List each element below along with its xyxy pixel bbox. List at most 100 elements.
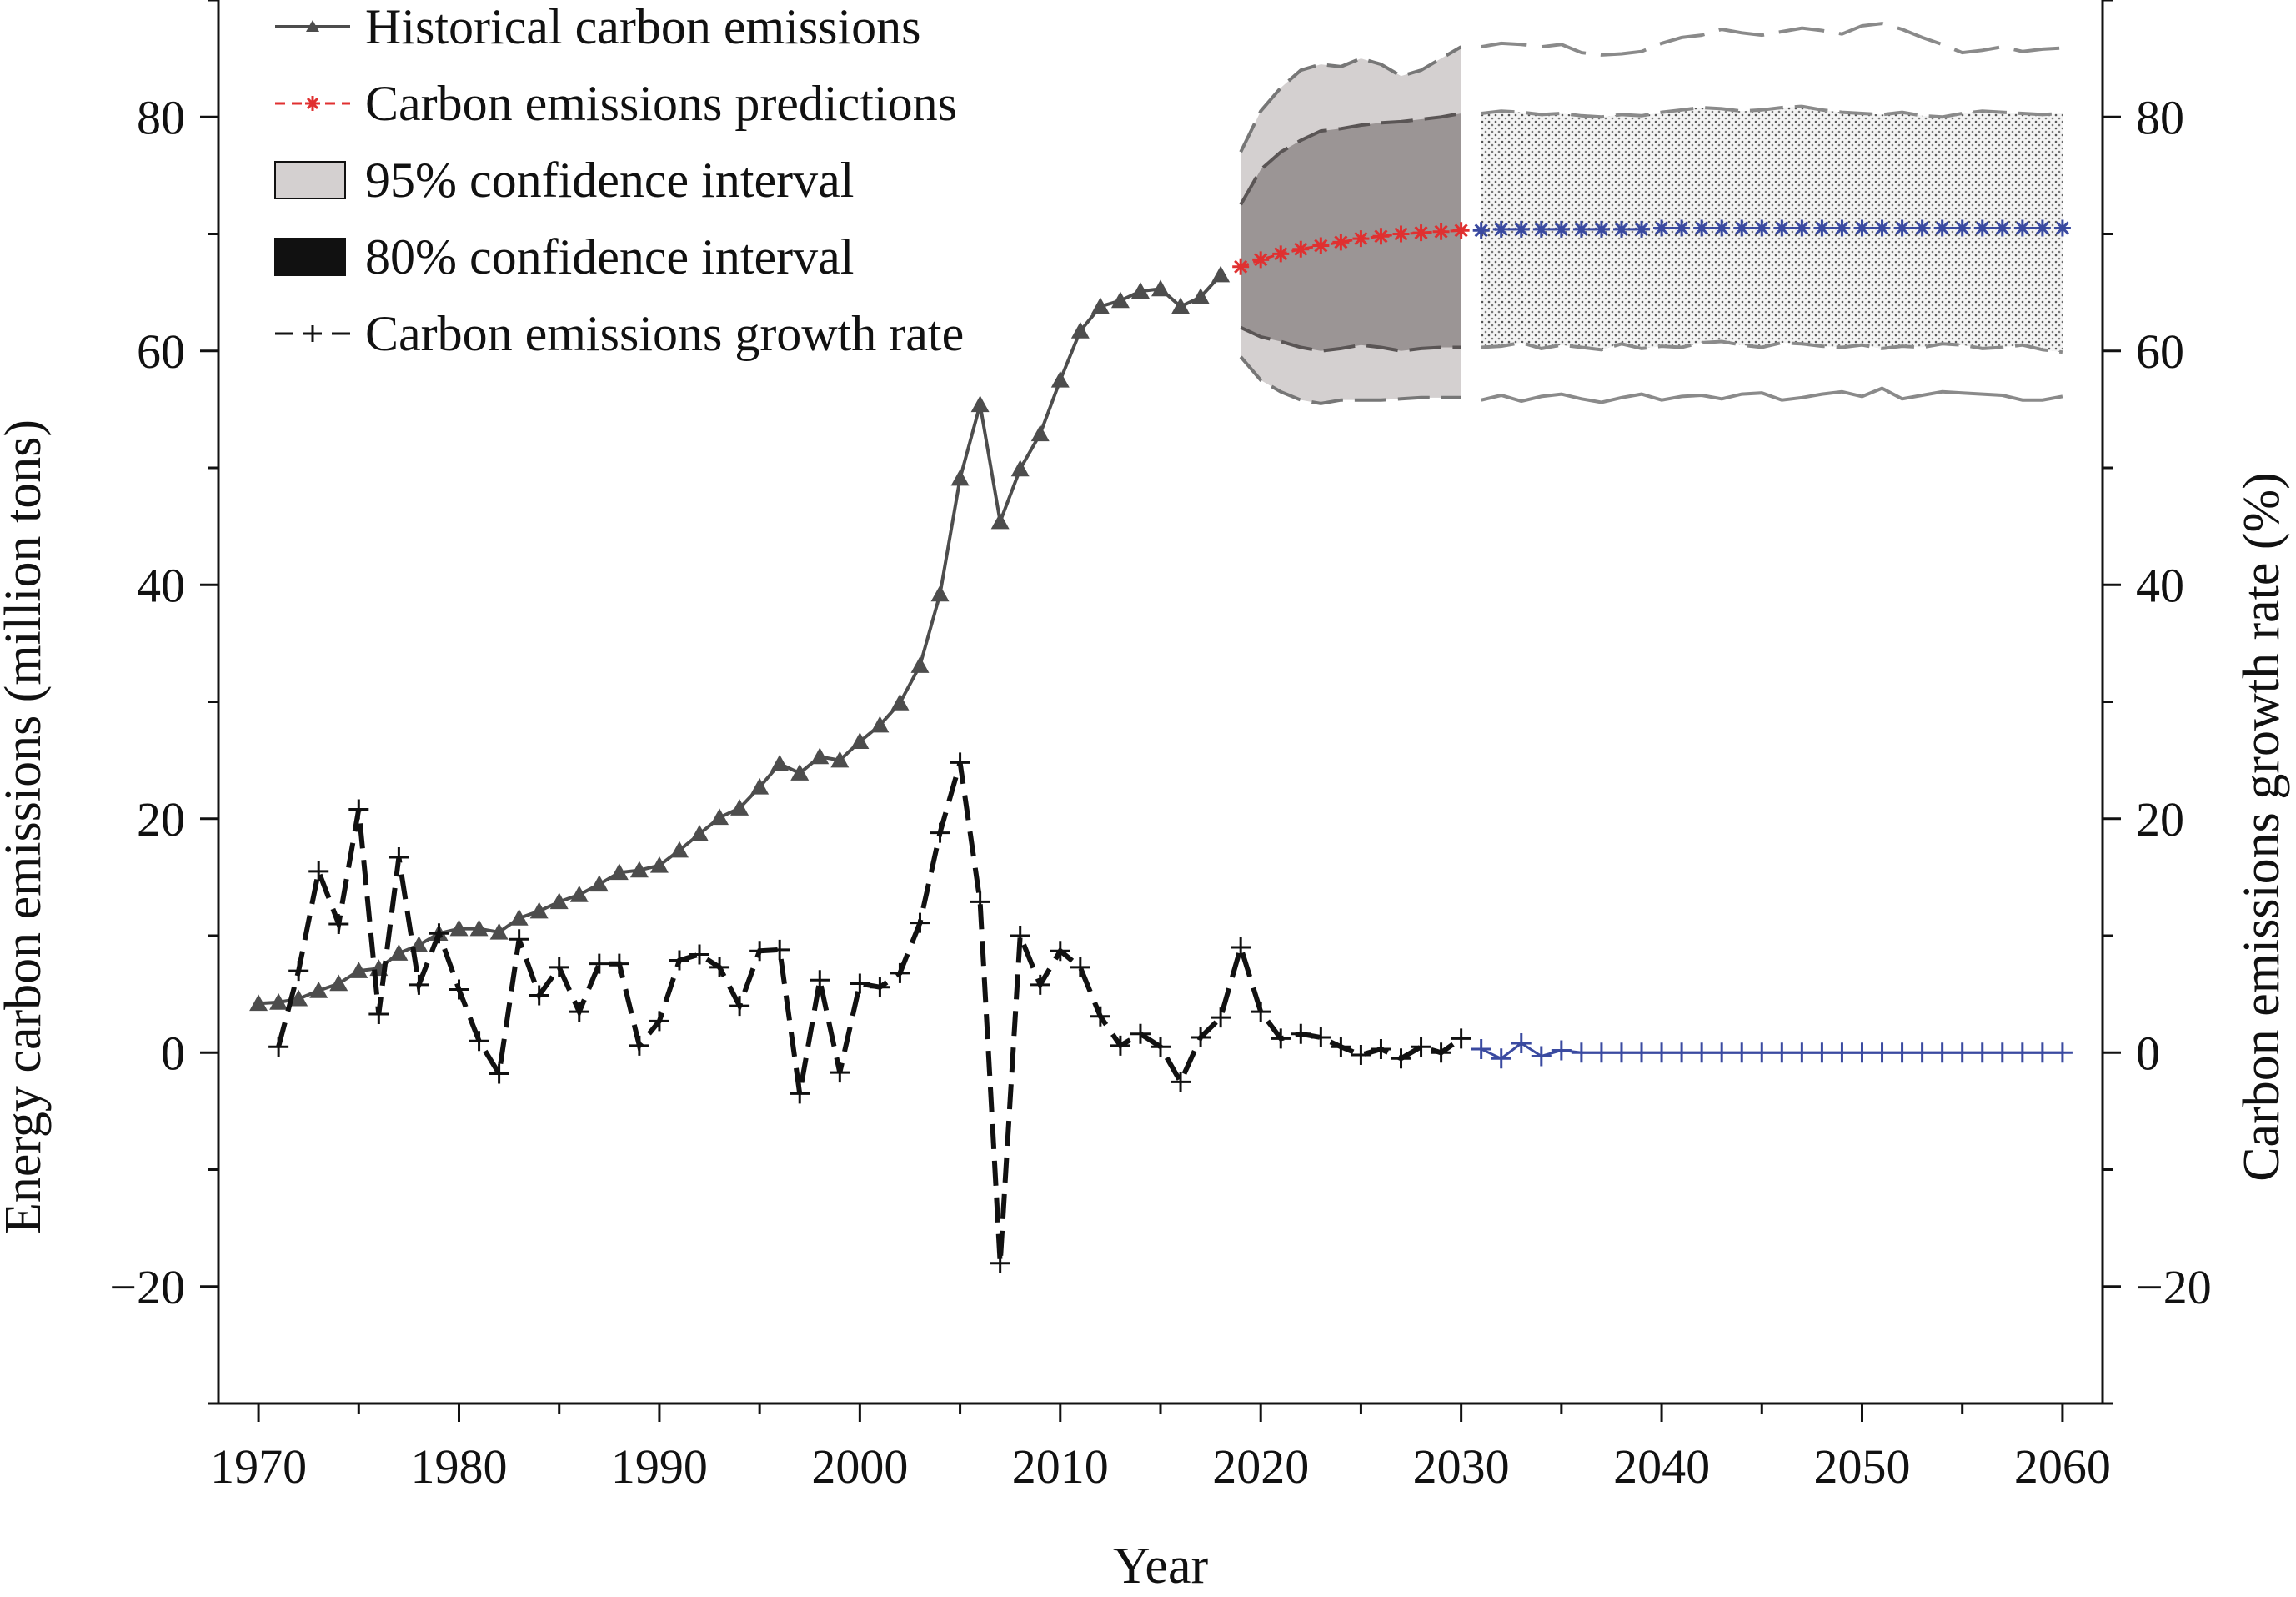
historical-point	[629, 861, 649, 878]
historical-point	[1151, 279, 1170, 297]
prediction-point	[2033, 219, 2051, 237]
growth-rate-point	[449, 979, 469, 1000]
growth-rate-point	[1090, 1006, 1110, 1027]
growth-future-point	[1611, 1042, 1632, 1063]
prediction-point	[1252, 251, 1270, 269]
historical-point	[1070, 321, 1090, 339]
y-left-tick-label: 0	[161, 1026, 185, 1080]
prediction-point	[1953, 219, 1971, 237]
growth-rate-point	[1010, 926, 1030, 946]
historical-point	[750, 777, 770, 795]
historical-point	[489, 922, 509, 940]
historical-point	[950, 469, 970, 486]
prediction-point	[1472, 222, 1490, 239]
growth-rate-point	[268, 1037, 289, 1057]
prediction-point	[1713, 219, 1731, 237]
growth-rate-point	[990, 1253, 1010, 1273]
growth-rate-point	[629, 1035, 649, 1056]
historical-point	[249, 994, 268, 1012]
prediction-point	[1753, 219, 1771, 237]
growth-future-point	[1952, 1042, 1973, 1063]
growth-future-point	[1752, 1042, 1772, 1063]
prediction-point	[1312, 237, 1330, 254]
historical-point	[289, 989, 308, 1007]
confidence-bands	[1239, 22, 2063, 405]
prediction-point	[1572, 220, 1590, 238]
historical-point	[890, 693, 910, 711]
x-tick-label: 1970	[210, 1439, 307, 1494]
prediction-point	[1773, 219, 1791, 237]
x-tick-label: 2050	[1813, 1439, 1910, 1494]
growth-future-point	[1632, 1042, 1652, 1063]
y-right-tick-label: 60	[2136, 324, 2184, 379]
growth-future-point	[1511, 1033, 1532, 1054]
y-right-tick-label: 0	[2136, 1026, 2160, 1080]
data-series	[249, 219, 2073, 1273]
growth-rate-point	[1451, 1028, 1471, 1049]
prediction-point	[1372, 228, 1390, 245]
future-ci80-lower	[1481, 339, 2063, 354]
historical-point	[1130, 282, 1150, 299]
historical-point	[770, 754, 790, 771]
historical-point	[1191, 288, 1211, 305]
growth-rate-point	[1271, 1028, 1291, 1049]
growth-rate-point	[489, 1063, 509, 1084]
growth-future-point	[1832, 1042, 1852, 1063]
growth-rate-point	[429, 923, 449, 944]
prediction-point	[1612, 220, 1630, 238]
legend-marker-historical	[306, 20, 319, 32]
growth-rate-point	[1331, 1037, 1351, 1057]
growth-rate-point	[589, 953, 609, 974]
prediction-point	[1973, 219, 1991, 237]
growth-rate-point	[1371, 1039, 1391, 1060]
historical-point	[810, 747, 830, 765]
y-right-axis-title: Carbon emissions growth rate (%)	[2233, 472, 2290, 1182]
growth-rate-point	[669, 950, 689, 971]
historical-point	[970, 395, 990, 413]
future-ci80-band	[1481, 106, 2063, 353]
growth-rate-point	[1411, 1037, 1431, 1057]
historical-point	[990, 512, 1010, 530]
growth-future-point	[1992, 1042, 2013, 1063]
historical-point	[790, 764, 810, 781]
growth-rate-point	[308, 861, 329, 881]
ci-band-edge	[1239, 355, 1461, 405]
future-ci80-upper	[1481, 104, 2063, 119]
growth-future-point	[1772, 1042, 1792, 1063]
historical-point	[1211, 265, 1231, 283]
growth-future-point	[1812, 1042, 1832, 1063]
legend-label-predictions: Carbon emissions predictions	[365, 76, 957, 131]
growth-rate-point	[348, 799, 369, 820]
y-left-tick-label: 60	[137, 324, 185, 379]
x-tick-label: 1990	[611, 1439, 708, 1494]
growth-rate-point	[509, 929, 529, 950]
growth-rate-point	[389, 847, 409, 868]
growth-future-point	[1591, 1042, 1612, 1063]
historical-point	[529, 901, 549, 919]
growth-future-point	[1491, 1048, 1511, 1069]
growth-rate-point	[569, 1002, 589, 1022]
growth-rate-point	[1251, 1002, 1271, 1022]
prediction-point	[1512, 220, 1530, 238]
prediction-point	[1352, 230, 1370, 248]
prediction-point	[1432, 223, 1450, 240]
historical-point	[649, 856, 669, 873]
prediction-point	[1292, 240, 1310, 258]
historical-point	[1090, 297, 1110, 314]
growth-future-point	[1792, 1042, 1812, 1063]
growth-rate-point	[1311, 1027, 1331, 1048]
growth-rate-point	[689, 944, 710, 965]
growth-future-point	[1531, 1046, 1552, 1067]
growth-future-point	[1732, 1042, 1752, 1063]
historical-point	[389, 944, 409, 961]
growth-future-point	[1972, 1042, 1993, 1063]
prediction-point	[1452, 222, 1470, 239]
ci80-band	[1241, 113, 1461, 351]
growth-rate-point	[1030, 974, 1050, 995]
y-left-tick-label: −20	[109, 1260, 185, 1314]
prediction-point	[1272, 245, 1290, 263]
historical-point	[569, 885, 589, 902]
